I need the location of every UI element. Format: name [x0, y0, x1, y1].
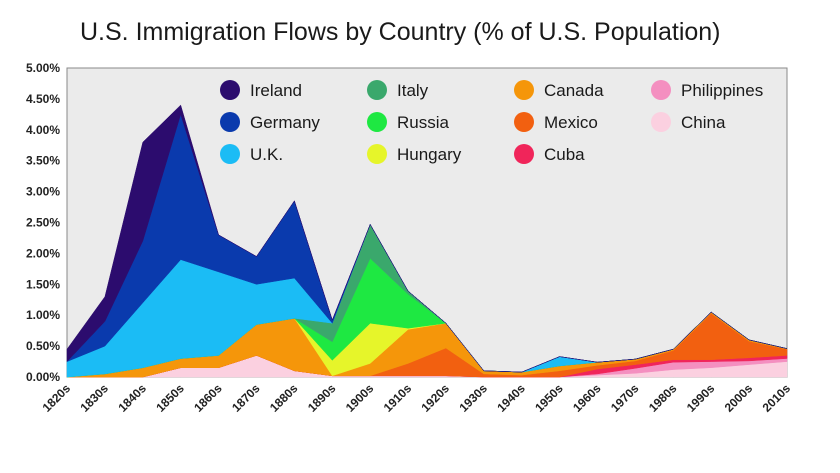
legend-label: Hungary — [397, 145, 462, 164]
x-tick-label: 1990s — [684, 381, 718, 415]
legend-label: Philippines — [681, 81, 763, 100]
legend-label: Russia — [397, 113, 450, 132]
x-tick-label: 1940s — [494, 381, 528, 415]
x-tick-label: 1980s — [646, 381, 680, 415]
legend-swatch — [220, 80, 240, 100]
legend-swatch — [514, 144, 534, 164]
area-series-group — [66, 104, 788, 378]
legend-item-ireland: Ireland — [220, 80, 302, 100]
legend-item-canada: Canada — [514, 80, 604, 100]
y-tick-label: 3.50% — [26, 154, 60, 168]
legend-swatch — [514, 112, 534, 132]
legend-label: Italy — [397, 81, 429, 100]
y-tick-label: 4.50% — [26, 92, 60, 106]
x-tick-label: 1890s — [305, 381, 339, 415]
legend-label: Canada — [544, 81, 604, 100]
legend-swatch — [651, 112, 671, 132]
y-tick-label: 3.00% — [26, 185, 60, 199]
x-tick-label: 1850s — [153, 381, 187, 415]
x-axis: 1820s 1830s 1840s 1850s 1860s 1870s 1880s 1890s… — [40, 381, 794, 415]
legend: Ireland Italy Canada Philippines Germany Russ… — [220, 80, 763, 164]
legend-item-hungary: Hungary — [367, 144, 462, 164]
legend-label: Cuba — [544, 145, 585, 164]
x-tick-label: 2000s — [722, 381, 756, 415]
y-tick-label: 5.00% — [26, 61, 60, 75]
y-tick-label: 0.50% — [26, 339, 60, 353]
x-tick-label: 1820s — [40, 381, 74, 415]
legend-label: Ireland — [250, 81, 302, 100]
y-axis: 0.00% 0.50% 1.00% 1.50% 2.00% 2.50% 3.00% 3.50%… — [26, 61, 60, 384]
chart-title: U.S. Immigration Flows by Country (% of … — [80, 18, 721, 46]
legend-label: Mexico — [544, 113, 598, 132]
y-tick-label: 2.00% — [26, 246, 60, 260]
x-tick-label: 1950s — [532, 381, 566, 415]
legend-item-germany: Germany — [220, 112, 320, 132]
x-tick-label: 2010s — [760, 381, 794, 415]
legend-swatch — [367, 80, 387, 100]
legend-swatch — [367, 144, 387, 164]
x-tick-label: 1840s — [115, 381, 149, 415]
x-tick-label: 1960s — [570, 381, 604, 415]
x-tick-label: 1970s — [608, 381, 642, 415]
legend-swatch — [514, 80, 534, 100]
legend-item-mexico: Mexico — [514, 112, 598, 132]
x-tick-label: 1870s — [229, 381, 263, 415]
legend-item-russia: Russia — [367, 112, 450, 132]
legend-item-u-k: U.K. — [220, 144, 283, 164]
x-tick-label: 1830s — [78, 381, 112, 415]
y-tick-label: 1.50% — [26, 277, 60, 291]
legend-item-italy: Italy — [367, 80, 429, 100]
legend-label: Germany — [250, 113, 320, 132]
y-tick-label: 4.00% — [26, 123, 60, 137]
y-tick-label: 1.00% — [26, 308, 60, 322]
y-tick-label: 2.50% — [26, 216, 60, 230]
legend-swatch — [651, 80, 671, 100]
legend-swatch — [220, 112, 240, 132]
x-tick-label: 1910s — [381, 381, 415, 415]
y-tick-label: 0.00% — [26, 370, 60, 384]
legend-item-cuba: Cuba — [514, 144, 585, 164]
series-area-ireland — [66, 104, 788, 373]
legend-label: China — [681, 113, 726, 132]
legend-item-philippines: Philippines — [651, 80, 763, 100]
x-tick-label: 1900s — [343, 381, 377, 415]
x-tick-label: 1880s — [267, 381, 301, 415]
legend-label: U.K. — [250, 145, 283, 164]
x-tick-label: 1920s — [419, 381, 453, 415]
x-tick-label: 1930s — [456, 381, 490, 415]
legend-swatch — [367, 112, 387, 132]
legend-swatch — [220, 144, 240, 164]
legend-item-china: China — [651, 112, 726, 132]
x-tick-label: 1860s — [191, 381, 225, 415]
